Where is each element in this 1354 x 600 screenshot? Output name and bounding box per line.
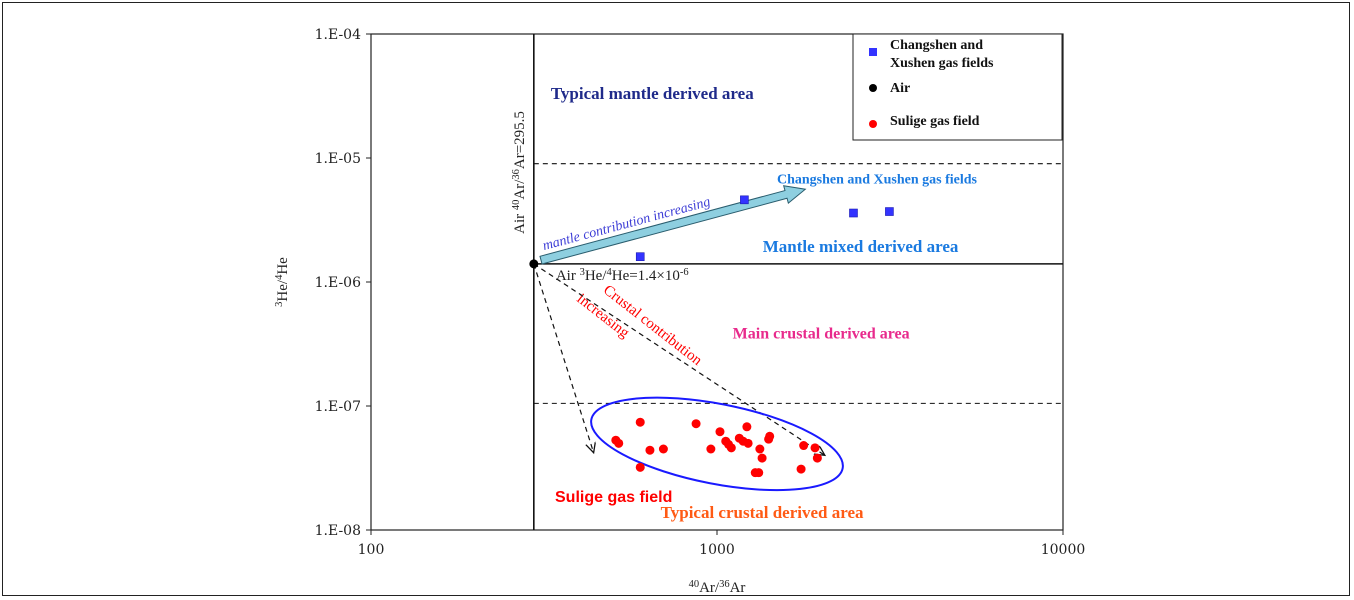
- point-sulige-8: [715, 427, 725, 437]
- x-tick-label-1: 1000: [699, 542, 735, 558]
- point-air-0: [529, 259, 539, 269]
- point-sulige-4: [645, 445, 655, 455]
- y-tick-label-2: 1.E-06: [315, 275, 361, 291]
- reference-lines-layer: Air 40Ar/36Ar=295.5 Air 3He/4He=1.4×10-6: [510, 34, 1063, 530]
- legend-layer: Changshen and Xushen gas fields Air Sulige …: [852, 33, 1063, 141]
- point-sulige-11: [726, 443, 736, 453]
- point-changshen-xushen-2: [849, 208, 858, 218]
- ellipse-layer: Sulige gas field: [555, 396, 844, 506]
- legend-label-2: Sulige gas field: [890, 114, 980, 129]
- legend-marker-1: [869, 84, 877, 92]
- point-sulige-0: [635, 417, 645, 427]
- air-he-ratio-label: Air 3He/4He=1.4×10-6: [556, 266, 689, 284]
- annotation-2: Mantle mixed derived area: [763, 237, 959, 256]
- point-sulige-24: [810, 443, 820, 453]
- annotation-1: Changshen and Xushen gas fields: [777, 173, 978, 188]
- y-tick-label-1: 1.E-05: [315, 151, 361, 167]
- point-sulige-1: [635, 462, 645, 472]
- y-axis-label: 3He/4He: [274, 257, 292, 307]
- point-sulige-22: [796, 464, 806, 474]
- axes-layer: 100 1000 10000 1.E-04 1.E-05 1.E-06 1.E-07 1.E-…: [274, 27, 1086, 596]
- series-layer: [529, 195, 894, 478]
- point-sulige-17: [754, 468, 764, 478]
- crustal-dashed-arrow-2: [533, 263, 825, 455]
- legend-label-0-line2: Xushen gas fields: [890, 56, 994, 71]
- arrows-layer: mantle contribution increasing: [533, 185, 825, 456]
- point-sulige-25: [812, 453, 822, 463]
- point-changshen-xushen-3: [885, 207, 894, 216]
- point-sulige-21: [765, 431, 775, 441]
- y-tick-label-0: 1.E-04: [315, 27, 361, 43]
- legend-box: [852, 33, 1063, 141]
- annotation-0: Typical mantle derived area: [551, 84, 754, 103]
- sulige-ellipse: [590, 396, 844, 492]
- point-changshen-xushen-1: [740, 195, 749, 205]
- air-ar-ratio-label: Air 40Ar/36Ar=295.5: [510, 111, 528, 234]
- point-sulige-5: [658, 444, 668, 454]
- point-sulige-19: [757, 453, 767, 463]
- x-axis-label: 40Ar/36Ar: [689, 579, 746, 597]
- point-sulige-6: [691, 419, 701, 429]
- x-tick-label-2: 10000: [1041, 542, 1086, 558]
- legend-label-1: Air: [890, 81, 910, 96]
- point-sulige-23: [799, 441, 809, 451]
- point-sulige-3: [614, 438, 624, 448]
- sulige-ellipse-label: Sulige gas field: [555, 489, 672, 506]
- point-sulige-14: [742, 422, 752, 432]
- legend-marker-2: [869, 120, 877, 128]
- x-tick-label-0: 100: [358, 542, 385, 558]
- annotation-4: Typical crustal derived area: [661, 503, 864, 522]
- y-tick-label-4: 1.E-08: [315, 523, 361, 539]
- point-changshen-xushen-0: [635, 252, 645, 261]
- y-tick-label-3: 1.E-07: [315, 399, 361, 415]
- legend-marker-0: [869, 48, 877, 56]
- annotation-3: Main crustal derived area: [733, 326, 910, 343]
- crustal-dashed-arrow-1: [533, 263, 594, 453]
- point-sulige-7: [706, 444, 716, 454]
- mantle-contribution-arrow: [539, 185, 807, 265]
- legend-label-0: Changshen and: [890, 38, 983, 53]
- point-sulige-15: [743, 438, 753, 448]
- point-sulige-18: [755, 444, 765, 454]
